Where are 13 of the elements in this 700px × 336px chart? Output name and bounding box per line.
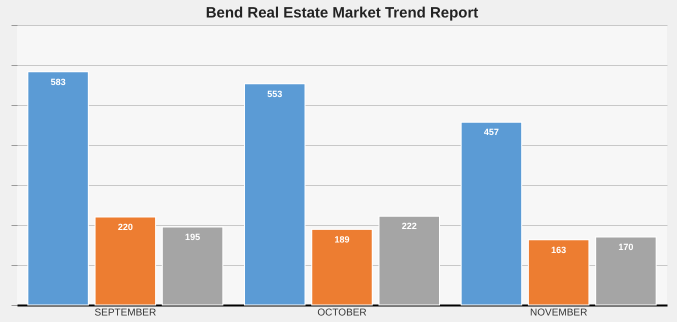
x-tick-label: NOVEMBER bbox=[530, 308, 588, 318]
data-label: 195 bbox=[185, 232, 200, 242]
data-label: 553 bbox=[267, 88, 282, 99]
x-tick-label: OCTOBER bbox=[317, 308, 367, 318]
data-label: 222 bbox=[402, 221, 417, 232]
data-label: 457 bbox=[484, 127, 499, 138]
data-label: 220 bbox=[118, 222, 133, 232]
data-label: 189 bbox=[334, 234, 350, 244]
chart-title: Bend Real Estate Market Trend Report bbox=[206, 4, 478, 22]
data-label: 170 bbox=[618, 242, 634, 252]
data-label: 163 bbox=[551, 244, 566, 255]
x-tick-label: SEPTEMBER bbox=[94, 308, 156, 318]
data-label: 583 bbox=[50, 76, 66, 87]
